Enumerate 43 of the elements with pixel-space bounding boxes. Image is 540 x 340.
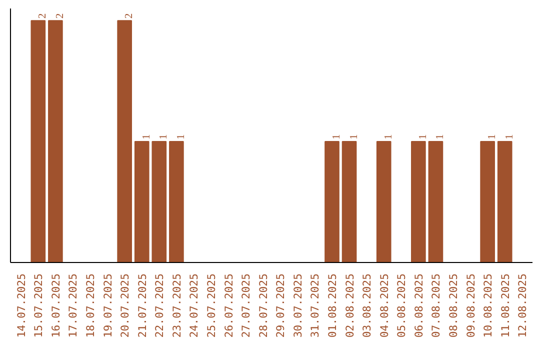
data-label: 1 xyxy=(504,134,516,140)
data-label: 2 xyxy=(124,13,136,19)
x-tick-label: 06.08.2025 xyxy=(412,274,426,338)
x-tick-label: 15.07.2025 xyxy=(32,274,46,338)
x-tick-label: 19.07.2025 xyxy=(101,274,114,338)
x-tick-label: 21.07.2025 xyxy=(136,274,149,338)
x-tick-label: 20.07.2025 xyxy=(118,274,132,338)
data-label: 1 xyxy=(487,134,498,140)
x-tick-label: 18.07.2025 xyxy=(84,274,98,338)
x-tick-label: 14.07.2025 xyxy=(14,274,28,338)
x-tick-label: 05.08.2025 xyxy=(395,274,408,338)
data-label: 2 xyxy=(38,13,49,19)
x-tick-label: 30.07.2025 xyxy=(291,274,304,338)
data-label: 2 xyxy=(54,13,66,19)
data-label: 1 xyxy=(418,134,429,140)
x-tick-label: 28.07.2025 xyxy=(256,274,270,338)
data-label: 1 xyxy=(141,134,152,140)
x-tick-label: 01.08.2025 xyxy=(326,274,339,338)
data-label: 1 xyxy=(348,134,360,140)
data-label: 1 xyxy=(331,134,342,140)
x-tick-label: 22.07.2025 xyxy=(153,274,166,338)
x-tick-label: 10.08.2025 xyxy=(482,274,495,338)
x-tick-label: 12.08.2025 xyxy=(516,274,530,338)
x-tick-label: 17.07.2025 xyxy=(66,274,80,338)
data-label: 1 xyxy=(435,134,446,140)
x-tick-label: 27.07.2025 xyxy=(240,274,253,338)
x-tick-label: 24.07.2025 xyxy=(188,274,201,338)
x-tick-label: 26.07.2025 xyxy=(222,274,236,338)
x-tick-label: 29.07.2025 xyxy=(274,274,288,338)
data-label: 1 xyxy=(383,134,394,140)
x-tick-label: 31.07.2025 xyxy=(308,274,322,338)
x-tick-label: 09.08.2025 xyxy=(464,274,478,338)
data-label: 1 xyxy=(176,134,187,140)
x-tick-label: 25.07.2025 xyxy=(205,274,218,338)
x-tick-label: 16.07.2025 xyxy=(49,274,62,338)
x-tick-label: 23.07.2025 xyxy=(170,274,184,338)
x-tick-label: 04.08.2025 xyxy=(378,274,391,338)
x-tick-label: 07.08.2025 xyxy=(430,274,443,338)
x-tick-label: 11.08.2025 xyxy=(498,274,512,338)
x-tick-label: 02.08.2025 xyxy=(343,274,356,338)
data-label: 1 xyxy=(158,134,170,140)
x-tick-label: 03.08.2025 xyxy=(360,274,374,338)
x-tick-label: 08.08.2025 xyxy=(446,274,460,338)
